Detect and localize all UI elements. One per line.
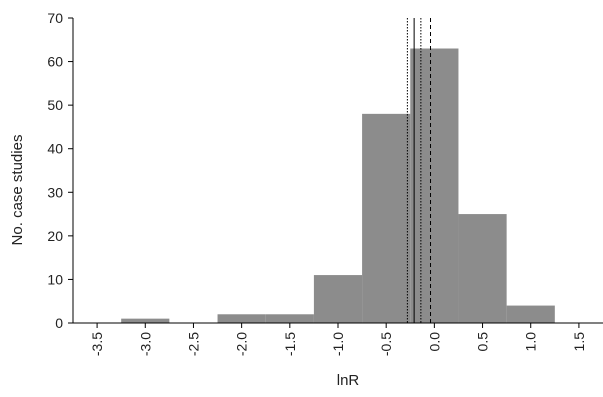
x-tick-label: -0.5 <box>378 332 394 356</box>
x-tick-label: -2.0 <box>234 332 250 356</box>
histogram-bar <box>362 113 411 323</box>
histogram-bar <box>458 214 507 323</box>
y-tick-label: 40 <box>47 141 63 157</box>
histogram-bar <box>410 48 459 323</box>
y-tick-label: 20 <box>47 228 63 244</box>
x-tick-label: 1.0 <box>523 332 539 352</box>
reference-lines-layer <box>406 18 432 323</box>
y-tick-label: 50 <box>47 97 63 113</box>
x-tick-label: 0.0 <box>426 332 442 352</box>
x-tick-label: -2.5 <box>185 332 201 356</box>
y-tick-label: 0 <box>55 315 63 331</box>
y-axis-title: No. case studies <box>9 135 26 246</box>
histogram-bar <box>506 305 555 323</box>
histogram-bar <box>313 275 363 323</box>
x-axis-title: lnR <box>337 372 360 389</box>
y-tick-label: 30 <box>47 184 63 200</box>
x-tick-label: -3.0 <box>137 332 153 356</box>
histogram-bar <box>265 314 314 323</box>
x-tick-label: -3.5 <box>89 332 105 356</box>
histogram-bar <box>217 314 266 323</box>
x-tick-label: 0.5 <box>475 332 491 352</box>
x-tick-label: -1.0 <box>330 332 346 356</box>
bars-layer <box>121 48 555 323</box>
y-axis-title-group: No. case studies <box>9 135 26 246</box>
x-tick-label: 1.5 <box>571 332 587 352</box>
axes-layer: 0 10 20 30 40 50 60 70 -3.5 -3.0 -2.5 -2.0 -1.5 -1.0 -… <box>47 10 603 356</box>
y-tick-label: 70 <box>47 10 63 26</box>
y-tick-label: 60 <box>47 54 63 70</box>
x-tick-label: -1.5 <box>282 332 298 356</box>
y-tick-label: 10 <box>47 271 63 287</box>
histogram-bar <box>121 318 170 323</box>
